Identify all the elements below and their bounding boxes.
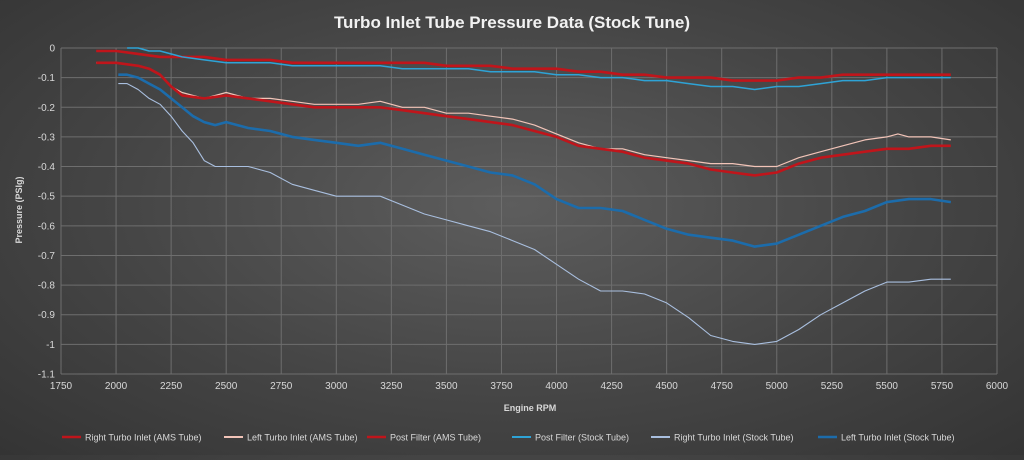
x-tick-label: 2750 [270, 381, 293, 392]
x-tick-label: 4750 [711, 381, 734, 392]
y-tick-label: -0.9 [38, 310, 56, 321]
x-tick-label: 3250 [380, 381, 403, 392]
x-tick-label: 1750 [50, 381, 73, 392]
y-tick-label: -0.5 [38, 192, 56, 203]
series-line-4 [127, 47, 951, 91]
legend: Right Turbo Inlet (AMS Tube) Left Turbo I… [62, 433, 955, 443]
legend-label: Post Filter (Stock Tube) [535, 433, 629, 443]
legend-item-2: Left Turbo Inlet (AMS Tube) [224, 433, 358, 443]
y-tick-label: -0.7 [38, 251, 56, 262]
x-tick-label: 2500 [215, 381, 238, 392]
series-line-6 [118, 73, 951, 248]
series-line-5 [118, 83, 951, 345]
legend-item-1: Right Turbo Inlet (AMS Tube) [62, 433, 202, 443]
legend-label: Right Turbo Inlet (Stock Tube) [674, 433, 794, 443]
y-tick-label: -0.6 [38, 221, 56, 232]
series-line-1 [96, 49, 951, 82]
y-tick-label: -0.2 [38, 103, 56, 114]
legend-item-3: Post Filter (AMS Tube) [367, 433, 481, 443]
legend-item-6: Left Turbo Inlet (Stock Tube) [818, 433, 955, 443]
legend-label: Left Turbo Inlet (AMS Tube) [247, 433, 358, 443]
y-axis-title: Pressure (PSIg) [14, 176, 24, 243]
y-tick-label: -0.3 [38, 132, 56, 143]
legend-label: Left Turbo Inlet (Stock Tube) [841, 433, 955, 443]
x-axis-title: Engine RPM [504, 403, 557, 413]
x-tick-label: 4000 [545, 381, 568, 392]
x-tick-label: 3000 [325, 381, 348, 392]
series-line-3 [96, 61, 951, 177]
x-tick-label: 5500 [876, 381, 899, 392]
x-tick-label: 6000 [986, 381, 1009, 392]
y-tick-label: -0.1 [38, 73, 56, 84]
axes: 0 -0.1 -0.2 -0.3 -0.4 -0.5 -0.6 -0.7 -0.8 -0.9 -1 -… [38, 44, 1009, 393]
x-tick-label: 3500 [435, 381, 458, 392]
series-lines [96, 47, 951, 345]
x-tick-label: 2250 [160, 381, 183, 392]
y-tick-label: -0.4 [38, 162, 56, 173]
legend-item-5: Right Turbo Inlet (Stock Tube) [651, 433, 794, 443]
y-tick-label: -1.1 [38, 370, 56, 381]
chart-title: Turbo Inlet Tube Pressure Data (Stock Tu… [334, 13, 690, 32]
x-tick-label: 4250 [600, 381, 623, 392]
legend-label: Right Turbo Inlet (AMS Tube) [85, 433, 202, 443]
y-tick-label: -1 [46, 340, 55, 351]
x-tick-label: 5000 [766, 381, 789, 392]
x-tick-label: 2000 [105, 381, 128, 392]
x-tick-label: 3750 [490, 381, 513, 392]
legend-label: Post Filter (AMS Tube) [390, 433, 481, 443]
x-tick-label: 5750 [931, 381, 954, 392]
y-tick-label: -0.8 [38, 281, 56, 292]
x-tick-label: 5250 [821, 381, 844, 392]
x-tick-label: 4500 [656, 381, 679, 392]
legend-item-4: Post Filter (Stock Tube) [512, 433, 629, 443]
gridlines [60, 47, 998, 375]
y-tick-label: 0 [49, 44, 55, 55]
